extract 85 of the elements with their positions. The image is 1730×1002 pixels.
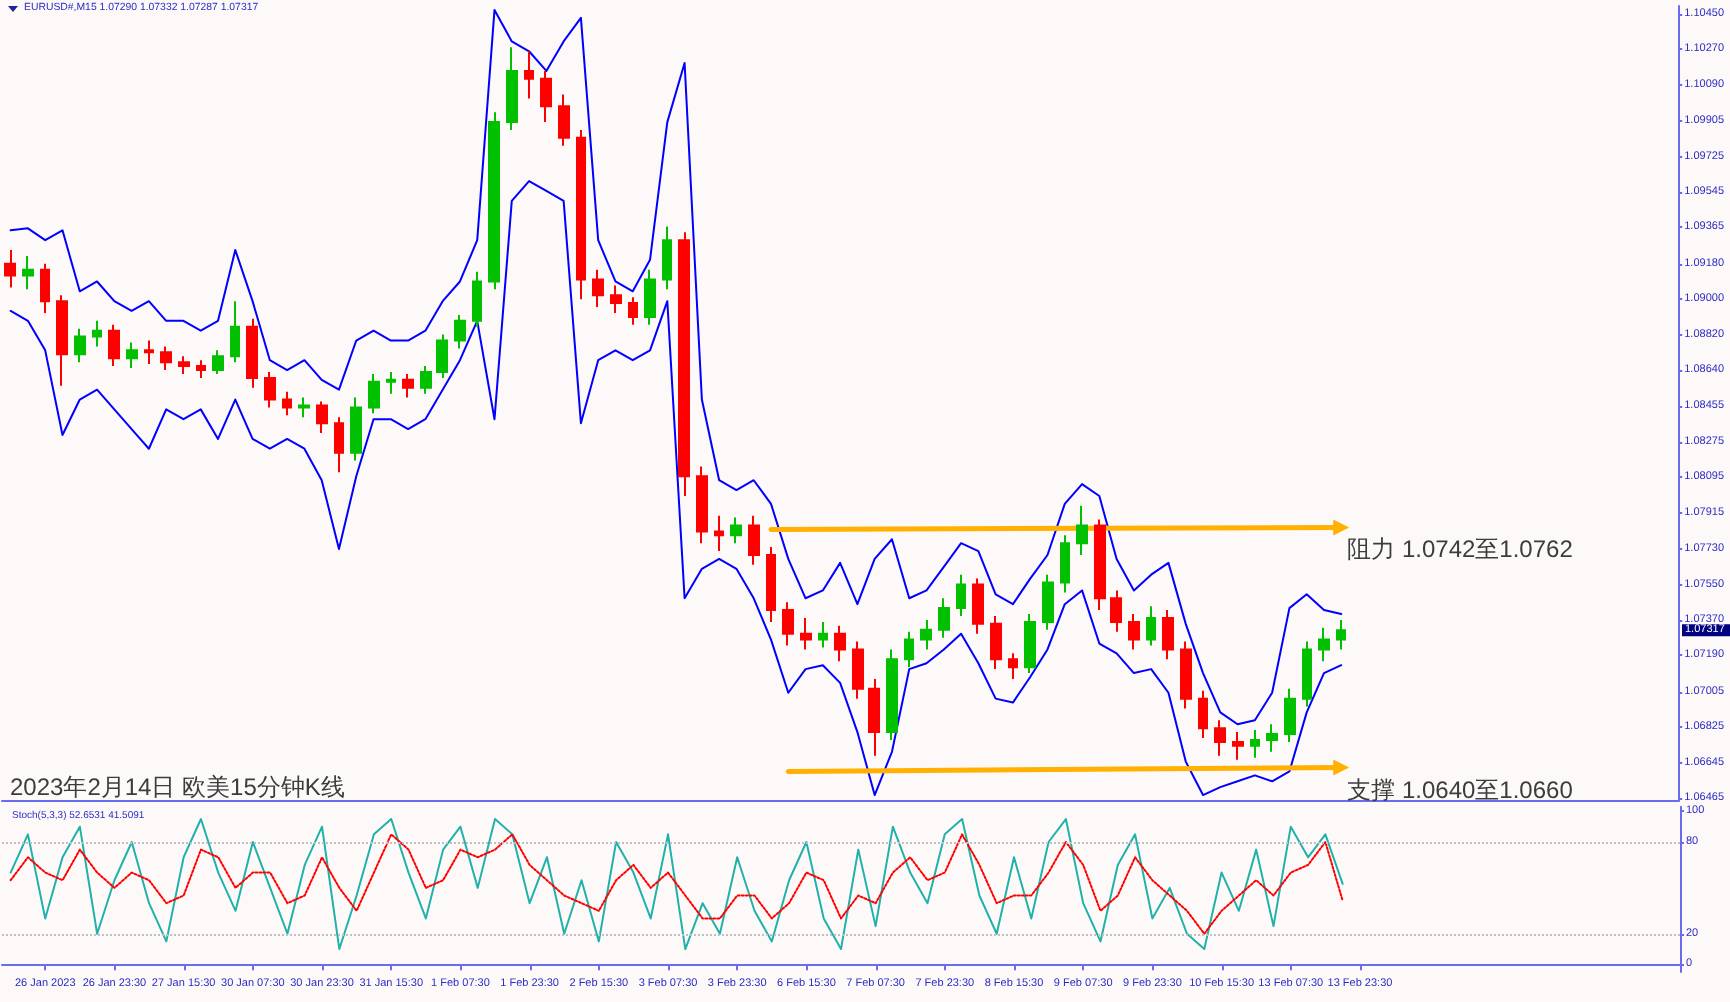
- candlestick: [196, 359, 206, 379]
- candlestick: [386, 370, 396, 395]
- candlestick: [264, 370, 276, 409]
- candlestick: [662, 225, 672, 291]
- candlestick: [454, 313, 466, 350]
- candlestick: [4, 249, 16, 289]
- candlestick: [800, 616, 812, 651]
- candlestick: [74, 327, 86, 364]
- candlestick: [766, 546, 776, 623]
- candlestick: [852, 640, 864, 700]
- candlestick: [436, 333, 448, 379]
- candlestick: [782, 601, 794, 647]
- candlestick: [246, 317, 258, 389]
- candlestick: [1060, 534, 1070, 594]
- candlestick: [904, 630, 914, 669]
- candlestick: [1128, 613, 1140, 651]
- candlestick: [472, 270, 482, 328]
- candlestick: [868, 677, 880, 757]
- candlestick: [506, 46, 518, 131]
- candlestick: [1024, 613, 1036, 675]
- series-label: 阻力 1.0742至1.0762: [1347, 535, 1574, 564]
- candlestick: [1266, 723, 1278, 753]
- candlestick: [230, 300, 240, 364]
- candlestick: [488, 111, 500, 291]
- candlestick: [730, 516, 742, 545]
- candlestick: [368, 372, 380, 415]
- candlestick: [126, 341, 138, 370]
- candlestick: [350, 396, 362, 462]
- candlestick: [40, 262, 50, 314]
- candlestick: [540, 69, 552, 124]
- candlestick: [282, 390, 292, 417]
- candlestick: [818, 620, 828, 649]
- candlestick: [886, 648, 898, 741]
- candlestick: [956, 573, 966, 617]
- candlestick: [92, 319, 102, 348]
- candlestick: [1336, 618, 1346, 651]
- candlestick: [22, 254, 34, 291]
- candlestick: [938, 597, 950, 639]
- candlestick: [1284, 687, 1296, 743]
- candlestick: [316, 400, 328, 434]
- candlestick: [1250, 729, 1260, 759]
- candlestick: [1146, 605, 1156, 647]
- candlestick: [212, 349, 224, 375]
- line-series: [9, 818, 1344, 951]
- candlestick: [1094, 518, 1106, 612]
- candlestick: [1198, 689, 1208, 739]
- candlestick: [1180, 640, 1192, 710]
- candlestick: [972, 577, 984, 635]
- candlestick: [1076, 504, 1088, 556]
- candlestick: [1008, 652, 1018, 680]
- candlestick: [108, 323, 120, 368]
- candlestick: [1302, 640, 1312, 708]
- candlestick: [1318, 626, 1330, 663]
- line-series: [9, 833, 1344, 935]
- candlestick: [920, 618, 932, 651]
- candlestick: [558, 93, 570, 147]
- line-series: [9, 8, 1343, 726]
- candlestick: [524, 50, 534, 100]
- candlestick: [748, 514, 760, 566]
- line-series: [9, 180, 1343, 797]
- candlestick: [628, 296, 638, 326]
- candlestick: [644, 268, 656, 326]
- candlestick: [696, 465, 708, 545]
- candlestick: [990, 614, 1002, 671]
- candlestick: [1162, 609, 1174, 661]
- candlestick: [1042, 573, 1054, 631]
- candlestick: [1214, 719, 1226, 757]
- candlestick: [298, 396, 310, 419]
- candlestick: [592, 268, 604, 309]
- candlestick: [610, 284, 622, 314]
- candlestick: [1110, 589, 1122, 633]
- candlestick: [178, 355, 190, 375]
- candlestick: [714, 514, 724, 553]
- candlestick: [1232, 731, 1244, 761]
- candlestick: [160, 345, 172, 372]
- candlestick: [402, 372, 414, 399]
- annotation: 2023年2月14日 欧美15分钟K线: [10, 773, 345, 801]
- candlestick: [56, 294, 68, 387]
- series-label: 支撑 1.0640至1.0660: [1347, 775, 1574, 804]
- candlestick: [144, 339, 154, 366]
- candlestick: [834, 624, 846, 663]
- candlestick: [576, 128, 586, 301]
- candlestick: [420, 365, 432, 395]
- candlestick: [678, 231, 690, 497]
- candlestick: [334, 416, 344, 474]
